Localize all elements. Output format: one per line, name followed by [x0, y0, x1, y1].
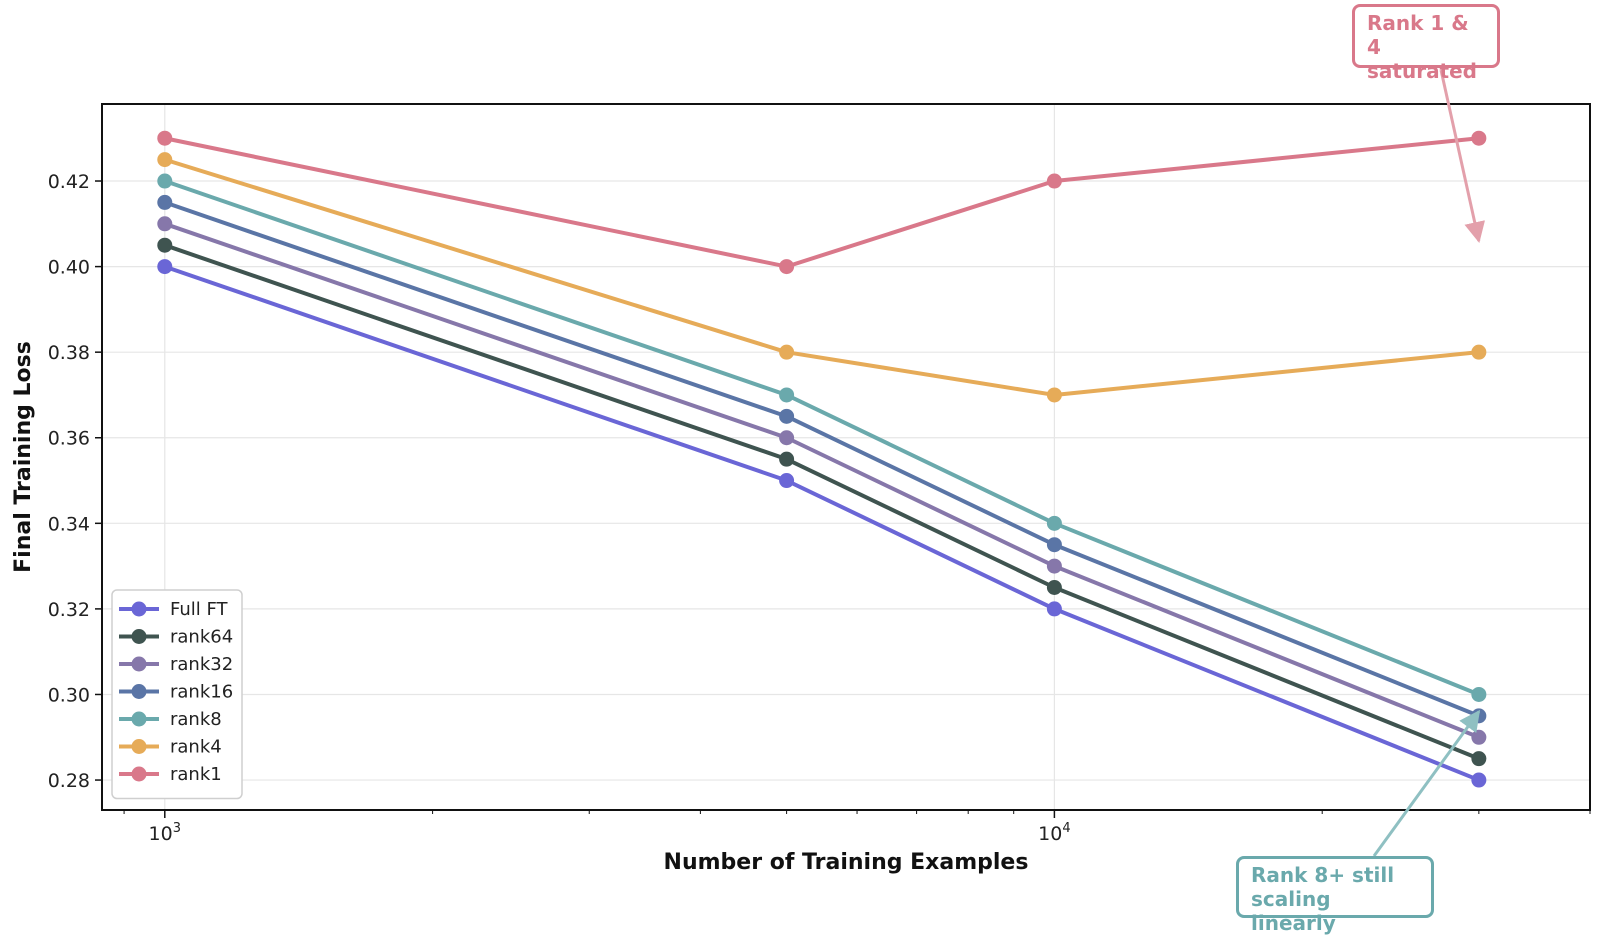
data-point	[157, 216, 173, 232]
y-tick-label: 0.36	[48, 428, 90, 450]
data-point	[1471, 772, 1487, 788]
legend-label: rank4	[170, 737, 222, 758]
plot-series	[157, 130, 1487, 788]
x-axis-ticks: 103 104	[123, 810, 1591, 845]
series-line	[164, 179, 1480, 697]
data-point	[779, 387, 795, 403]
y-tick-label: 0.40	[48, 257, 90, 279]
data-point	[1046, 537, 1062, 553]
legend-item: rank4	[119, 737, 222, 758]
series-line	[164, 243, 1480, 761]
data-point	[1046, 173, 1062, 189]
legend-swatch-marker	[131, 601, 147, 617]
legend-swatch-marker	[131, 629, 147, 644]
series-rank64	[157, 237, 1487, 767]
data-point	[1471, 686, 1487, 702]
legend-item: rank8	[119, 709, 222, 730]
legend-label: rank1	[170, 764, 222, 785]
legend-label: Full FT	[170, 599, 229, 620]
series-line	[164, 200, 1480, 718]
legend-item: Full FT	[119, 599, 229, 620]
data-point	[779, 473, 795, 489]
legend-swatch-marker	[131, 684, 147, 699]
data-point	[157, 237, 173, 253]
legend-label: rank8	[170, 709, 222, 730]
series-rank4	[157, 152, 1487, 403]
data-point	[779, 451, 795, 467]
series-full-ft	[157, 259, 1487, 788]
y-tick-label: 0.38	[48, 342, 90, 364]
y-axis-title: Final Training Loss	[11, 341, 36, 573]
legend-item: rank64	[119, 627, 233, 648]
data-point	[1046, 558, 1062, 574]
series-rank32	[157, 216, 1487, 745]
legend-item: rank16	[119, 682, 233, 703]
data-point	[157, 130, 173, 146]
annotation-scaling: Rank 8+ still scaling linearly	[1236, 856, 1434, 935]
series-line	[164, 157, 1480, 397]
annotation-arrow-saturated	[1439, 69, 1486, 243]
x-tick-label: 103	[149, 821, 181, 845]
data-point	[157, 194, 173, 210]
y-tick-label: 0.42	[48, 171, 90, 193]
series-rank1	[157, 130, 1487, 275]
legend-item: rank32	[119, 654, 233, 675]
series-line	[164, 136, 1480, 269]
data-point	[779, 344, 795, 360]
data-point	[1046, 515, 1062, 531]
data-point	[779, 259, 795, 275]
data-point	[1471, 751, 1487, 767]
y-axis-ticks: 0.28 0.30 0.32 0.34 0.36 0.38 0.40 0.42	[48, 171, 102, 792]
legend-label: rank16	[170, 682, 233, 703]
x-axis-title: Number of Training Examples	[664, 850, 1029, 875]
data-point	[1046, 601, 1062, 617]
legend-label: rank64	[170, 627, 233, 648]
data-point	[1046, 387, 1062, 403]
legend-swatch-marker	[131, 766, 147, 782]
data-point	[779, 430, 795, 446]
data-point	[1471, 729, 1487, 745]
data-point	[157, 259, 173, 275]
data-point	[157, 152, 173, 168]
data-point	[1046, 580, 1062, 596]
legend-swatch-marker	[131, 711, 147, 727]
series-rank8	[157, 173, 1487, 702]
series-line	[164, 264, 1480, 782]
y-tick-label: 0.34	[48, 513, 90, 535]
legend: Full FT rank64 rank32 rank16 rank8 rank4 rank1	[111, 589, 243, 800]
x-tick-label: 104	[1038, 821, 1070, 845]
data-point	[157, 173, 173, 189]
legend-label: rank32	[170, 654, 233, 675]
data-point	[1471, 344, 1487, 360]
annotation-arrow-scaling	[1372, 709, 1481, 857]
data-point	[779, 408, 795, 424]
y-tick-label: 0.32	[48, 599, 90, 621]
data-point	[1471, 130, 1487, 146]
y-tick-label: 0.28	[48, 770, 90, 792]
series-line	[164, 221, 1480, 740]
legend-swatch-marker	[131, 656, 147, 672]
legend-item: rank1	[119, 764, 222, 785]
annotation-saturated: Rank 1 & 4 saturated	[1352, 4, 1500, 83]
y-tick-label: 0.30	[48, 684, 90, 706]
series-rank16	[157, 194, 1487, 724]
plot-frame	[101, 103, 1591, 811]
legend-swatch-marker	[131, 739, 147, 754]
